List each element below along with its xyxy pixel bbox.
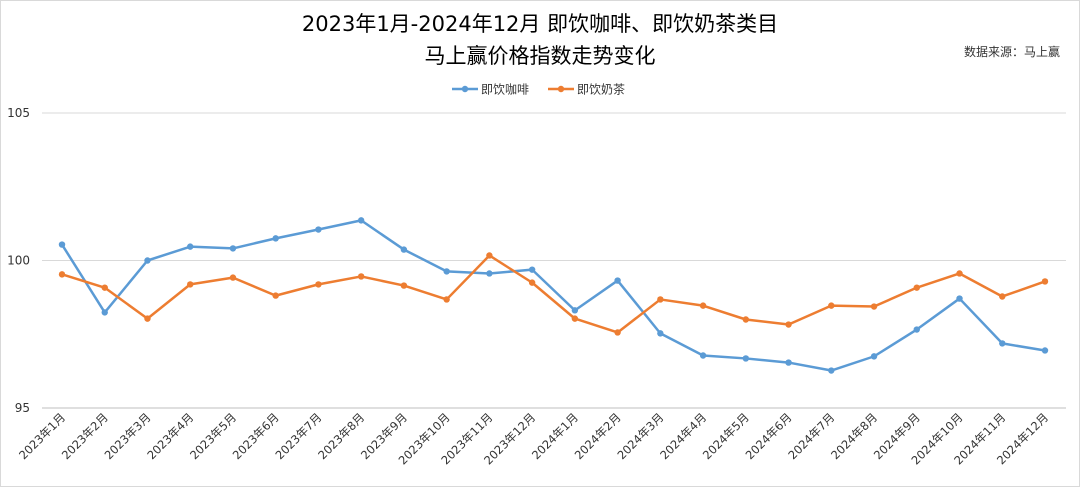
chart-title-line2: 马上赢价格指数走势变化 xyxy=(425,44,656,68)
data-point xyxy=(443,296,450,303)
data-point xyxy=(101,309,108,316)
data-point xyxy=(571,315,579,322)
data-point xyxy=(828,367,835,374)
data-point xyxy=(742,316,750,323)
data-point xyxy=(400,282,408,289)
data-point xyxy=(400,246,408,253)
data-point xyxy=(528,266,536,273)
data-point xyxy=(357,273,365,280)
gridlines xyxy=(42,112,1066,409)
data-point xyxy=(828,302,835,309)
data-point xyxy=(956,270,963,277)
data-point xyxy=(144,315,151,322)
data-point xyxy=(58,241,66,248)
series-line-milk-tea xyxy=(61,254,1046,334)
data-point xyxy=(101,284,108,291)
data-point xyxy=(571,307,579,314)
data-point xyxy=(785,321,792,328)
data-point xyxy=(443,268,450,275)
data-point xyxy=(699,352,707,359)
legend-point-marker xyxy=(557,85,565,93)
data-point xyxy=(486,252,493,259)
data-point xyxy=(272,292,279,299)
data-point xyxy=(1041,278,1049,285)
data-point xyxy=(742,355,750,362)
legend: 即饮咖啡 即饮奶茶 xyxy=(452,82,625,97)
legend-label: 即饮奶茶 xyxy=(577,82,625,97)
data-point xyxy=(999,340,1006,347)
y-axis: 95 100 105 xyxy=(7,106,30,415)
data-point xyxy=(528,279,536,286)
data-point xyxy=(614,277,621,284)
data-point xyxy=(58,271,66,278)
data-point xyxy=(699,302,707,309)
data-point xyxy=(657,296,664,303)
data-point xyxy=(315,281,322,288)
data-point xyxy=(785,359,792,366)
series-line-coffee xyxy=(60,219,1046,372)
data-source-note: 数据来源：马上赢 xyxy=(964,44,1060,59)
data-point xyxy=(187,281,194,288)
data-point xyxy=(1041,347,1049,354)
data-point xyxy=(870,353,878,360)
data-point xyxy=(229,245,237,252)
data-point xyxy=(913,284,920,291)
data-point xyxy=(956,295,963,302)
data-point xyxy=(272,235,279,242)
data-point xyxy=(614,329,621,336)
legend-point-marker xyxy=(461,85,469,93)
data-point xyxy=(315,226,322,233)
data-point xyxy=(870,303,878,310)
data-point xyxy=(999,293,1006,300)
legend-label: 即饮咖啡 xyxy=(481,82,529,97)
data-point xyxy=(144,257,151,264)
data-point xyxy=(657,330,664,337)
data-point xyxy=(913,326,920,333)
chart-title-line1: 2023年1月-2024年12月 即饮咖啡、即饮奶茶类目 xyxy=(302,12,778,36)
y-tick-label: 100 xyxy=(7,254,30,268)
data-point xyxy=(486,270,493,277)
y-tick-label: 105 xyxy=(7,106,30,120)
data-point xyxy=(229,274,237,281)
data-point xyxy=(187,243,194,250)
series-group xyxy=(58,217,1049,374)
y-tick-label: 95 xyxy=(15,401,30,415)
data-point xyxy=(357,217,365,224)
